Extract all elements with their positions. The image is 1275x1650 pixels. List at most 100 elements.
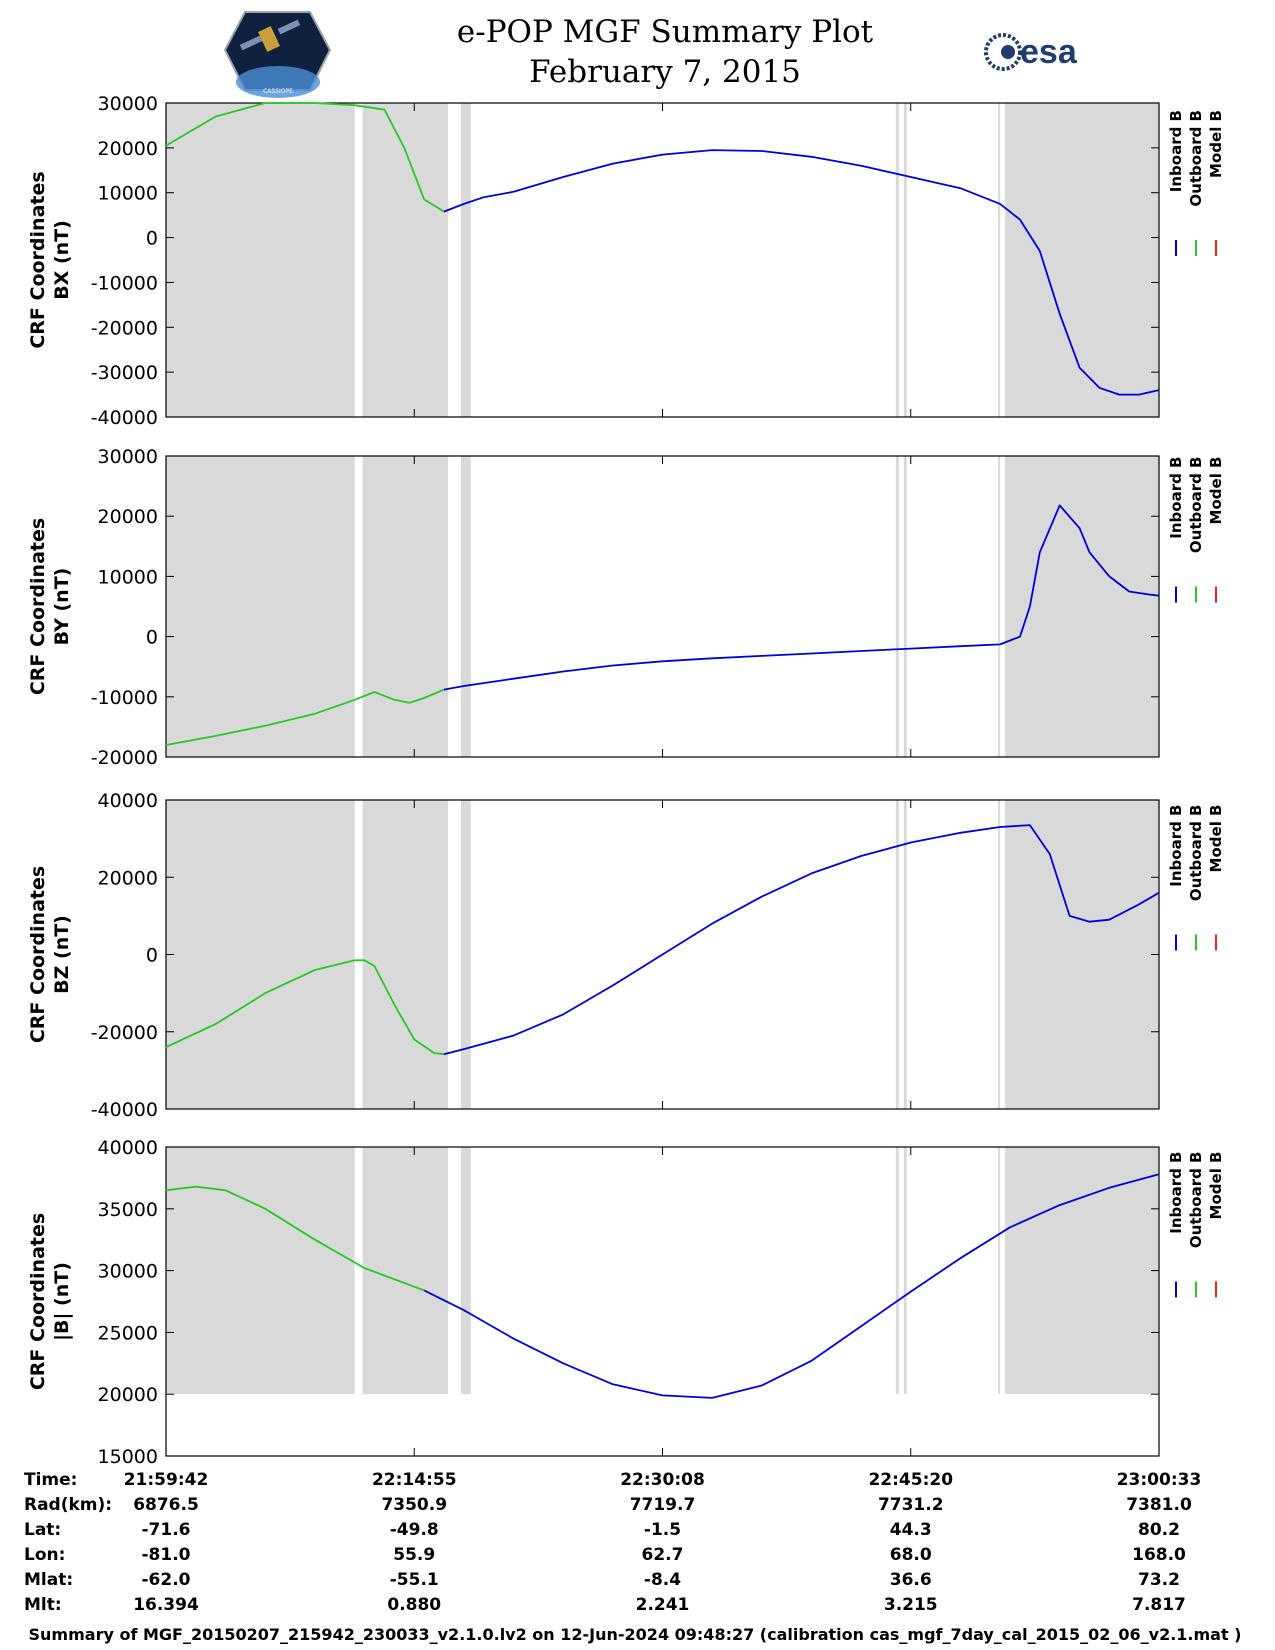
y-tick-label: 10000	[98, 566, 158, 588]
footer-summary: Summary of MGF_20150207_215942_230033_v2…	[29, 1625, 1242, 1644]
shaded-region	[1005, 103, 1159, 417]
orbit-info-table: Time: 21:59:42 22:14:55 22:30:08 22:45:20 23:…	[24, 1470, 1201, 1615]
shaded-region	[460, 103, 471, 417]
y-axis-label-line2: BY (nT)	[51, 568, 73, 646]
shaded-region	[1005, 1147, 1159, 1395]
legend: Inboard B Outboard B Model B	[1167, 110, 1225, 256]
shaded-region	[460, 800, 471, 1109]
table-row-label: Lon:	[24, 1545, 65, 1565]
series-inboard-b	[443, 824, 1160, 1056]
legend-label: Outboard B	[1187, 457, 1205, 554]
shaded-region	[362, 103, 449, 417]
panel-2: 30000 20000 10000 0 -10000 -20000 CRF Coordina…	[27, 446, 1225, 769]
shaded-region	[362, 1147, 449, 1395]
legend-label: Outboard B	[1187, 1152, 1205, 1249]
y-tick-label: 40000	[98, 1137, 158, 1159]
chart-title-line1: e-POP MGF Summary Plot	[457, 14, 874, 50]
cassiope-logo-text: CASSIOPE	[263, 88, 293, 95]
y-tick-label: -10000	[91, 687, 158, 709]
table-cell: 7381.0	[1126, 1495, 1192, 1515]
y-tick-label: 40000	[98, 790, 158, 812]
shaded-region	[895, 800, 899, 1109]
shaded-region	[166, 1147, 355, 1395]
legend-label: Model B	[1207, 457, 1225, 525]
shaded-region	[998, 1147, 1001, 1395]
y-tick-label: 20000	[98, 506, 158, 528]
y-tick-label: -40000	[91, 1099, 158, 1121]
y-axis-label-line1: CRF Coordinates	[27, 518, 49, 695]
table-row-label: Time:	[24, 1470, 77, 1490]
table-cell: 55.9	[393, 1545, 435, 1565]
y-tick-label: 35000	[98, 1199, 158, 1221]
y-axis-label-line2: BZ (nT)	[51, 915, 73, 994]
table-cell: 6876.5	[133, 1495, 199, 1515]
table-cell: -81.0	[142, 1545, 191, 1565]
shaded-region	[362, 800, 449, 1109]
shaded-region	[903, 103, 907, 417]
y-tick-label: 20000	[98, 867, 158, 889]
legend-label: Inboard B	[1167, 805, 1185, 887]
series-outboard-b	[165, 688, 445, 746]
table-cell: 168.0	[1132, 1545, 1186, 1565]
y-tick-label: 30000	[98, 446, 158, 468]
legend-label: Inboard B	[1167, 457, 1185, 539]
table-cell: 7350.9	[381, 1495, 447, 1515]
table-cell: 7.817	[1132, 1595, 1186, 1615]
legend-label: Inboard B	[1167, 1152, 1185, 1234]
table-row-label: Lat:	[24, 1520, 61, 1540]
table-cell: 36.6	[890, 1570, 932, 1590]
table-cell: 68.0	[890, 1545, 932, 1565]
y-axis-label-line2: BX (nT)	[51, 220, 73, 300]
table-cell: 16.394	[133, 1595, 199, 1615]
table-cell: -55.1	[390, 1570, 439, 1590]
y-axis-label-line1: CRF Coordinates	[27, 1213, 49, 1390]
shaded-region	[903, 456, 907, 757]
panel-4: 40000 35000 30000 25000 20000 15000 CRF Coordi…	[27, 1137, 1225, 1468]
table-cell: 23:00:33	[1117, 1470, 1202, 1490]
shaded-region	[166, 800, 355, 1109]
table-row-label: Rad(km):	[24, 1495, 112, 1515]
shaded-region	[998, 800, 1001, 1109]
y-tick-label: 20000	[98, 1384, 158, 1406]
y-tick-label: -20000	[91, 317, 158, 339]
legend: Inboard B Outboard B Model B	[1167, 457, 1225, 603]
table-cell: 7731.2	[878, 1495, 944, 1515]
shaded-region	[998, 456, 1001, 757]
y-tick-label: 25000	[98, 1322, 158, 1344]
shaded-region	[998, 103, 1001, 417]
esa-logo: esa	[984, 33, 1078, 71]
y-tick-label: 30000	[98, 1261, 158, 1283]
table-cell: 21:59:42	[124, 1470, 209, 1490]
panels: 30000 20000 10000 0 -10000 -20000 -30000 -40000…	[27, 93, 1225, 1468]
esa-logo-text: esa	[1020, 33, 1078, 71]
table-row-label: Mlt:	[24, 1595, 62, 1615]
legend-label: Outboard B	[1187, 805, 1205, 902]
table-cell: 22:30:08	[620, 1470, 705, 1490]
table-cell: 22:45:20	[868, 1470, 953, 1490]
table-cell: -1.5	[644, 1520, 681, 1540]
panel-1: 30000 20000 10000 0 -10000 -20000 -30000 -40000…	[27, 93, 1225, 429]
y-tick-label: 10000	[98, 183, 158, 205]
series-outboard-b	[165, 959, 445, 1056]
shaded-region	[895, 1147, 899, 1395]
legend: Inboard B Outboard B Model B	[1167, 805, 1225, 951]
table-cell: 2.241	[636, 1595, 690, 1615]
y-tick-label: -20000	[91, 1022, 158, 1044]
table-cell: 80.2	[1138, 1520, 1180, 1540]
table-cell: 62.7	[642, 1545, 684, 1565]
table-cell: -49.8	[390, 1520, 439, 1540]
table-cell: 22:14:55	[372, 1470, 457, 1490]
shaded-region	[1005, 800, 1159, 1109]
y-tick-label: 0	[146, 945, 158, 967]
table-cell: 44.3	[890, 1520, 932, 1540]
panel-3: 40000 20000 0 -20000 -40000 CRF Coordinates BZ…	[27, 790, 1225, 1121]
legend-label: Inboard B	[1167, 110, 1185, 192]
table-cell: 3.215	[884, 1595, 938, 1615]
series-inboard-b	[443, 504, 1160, 691]
shaded-region	[166, 456, 355, 757]
legend-label: Outboard B	[1187, 110, 1205, 207]
table-cell: 73.2	[1138, 1570, 1180, 1590]
cassiope-logo: CASSIOPE	[223, 11, 332, 98]
shaded-region	[895, 103, 899, 417]
